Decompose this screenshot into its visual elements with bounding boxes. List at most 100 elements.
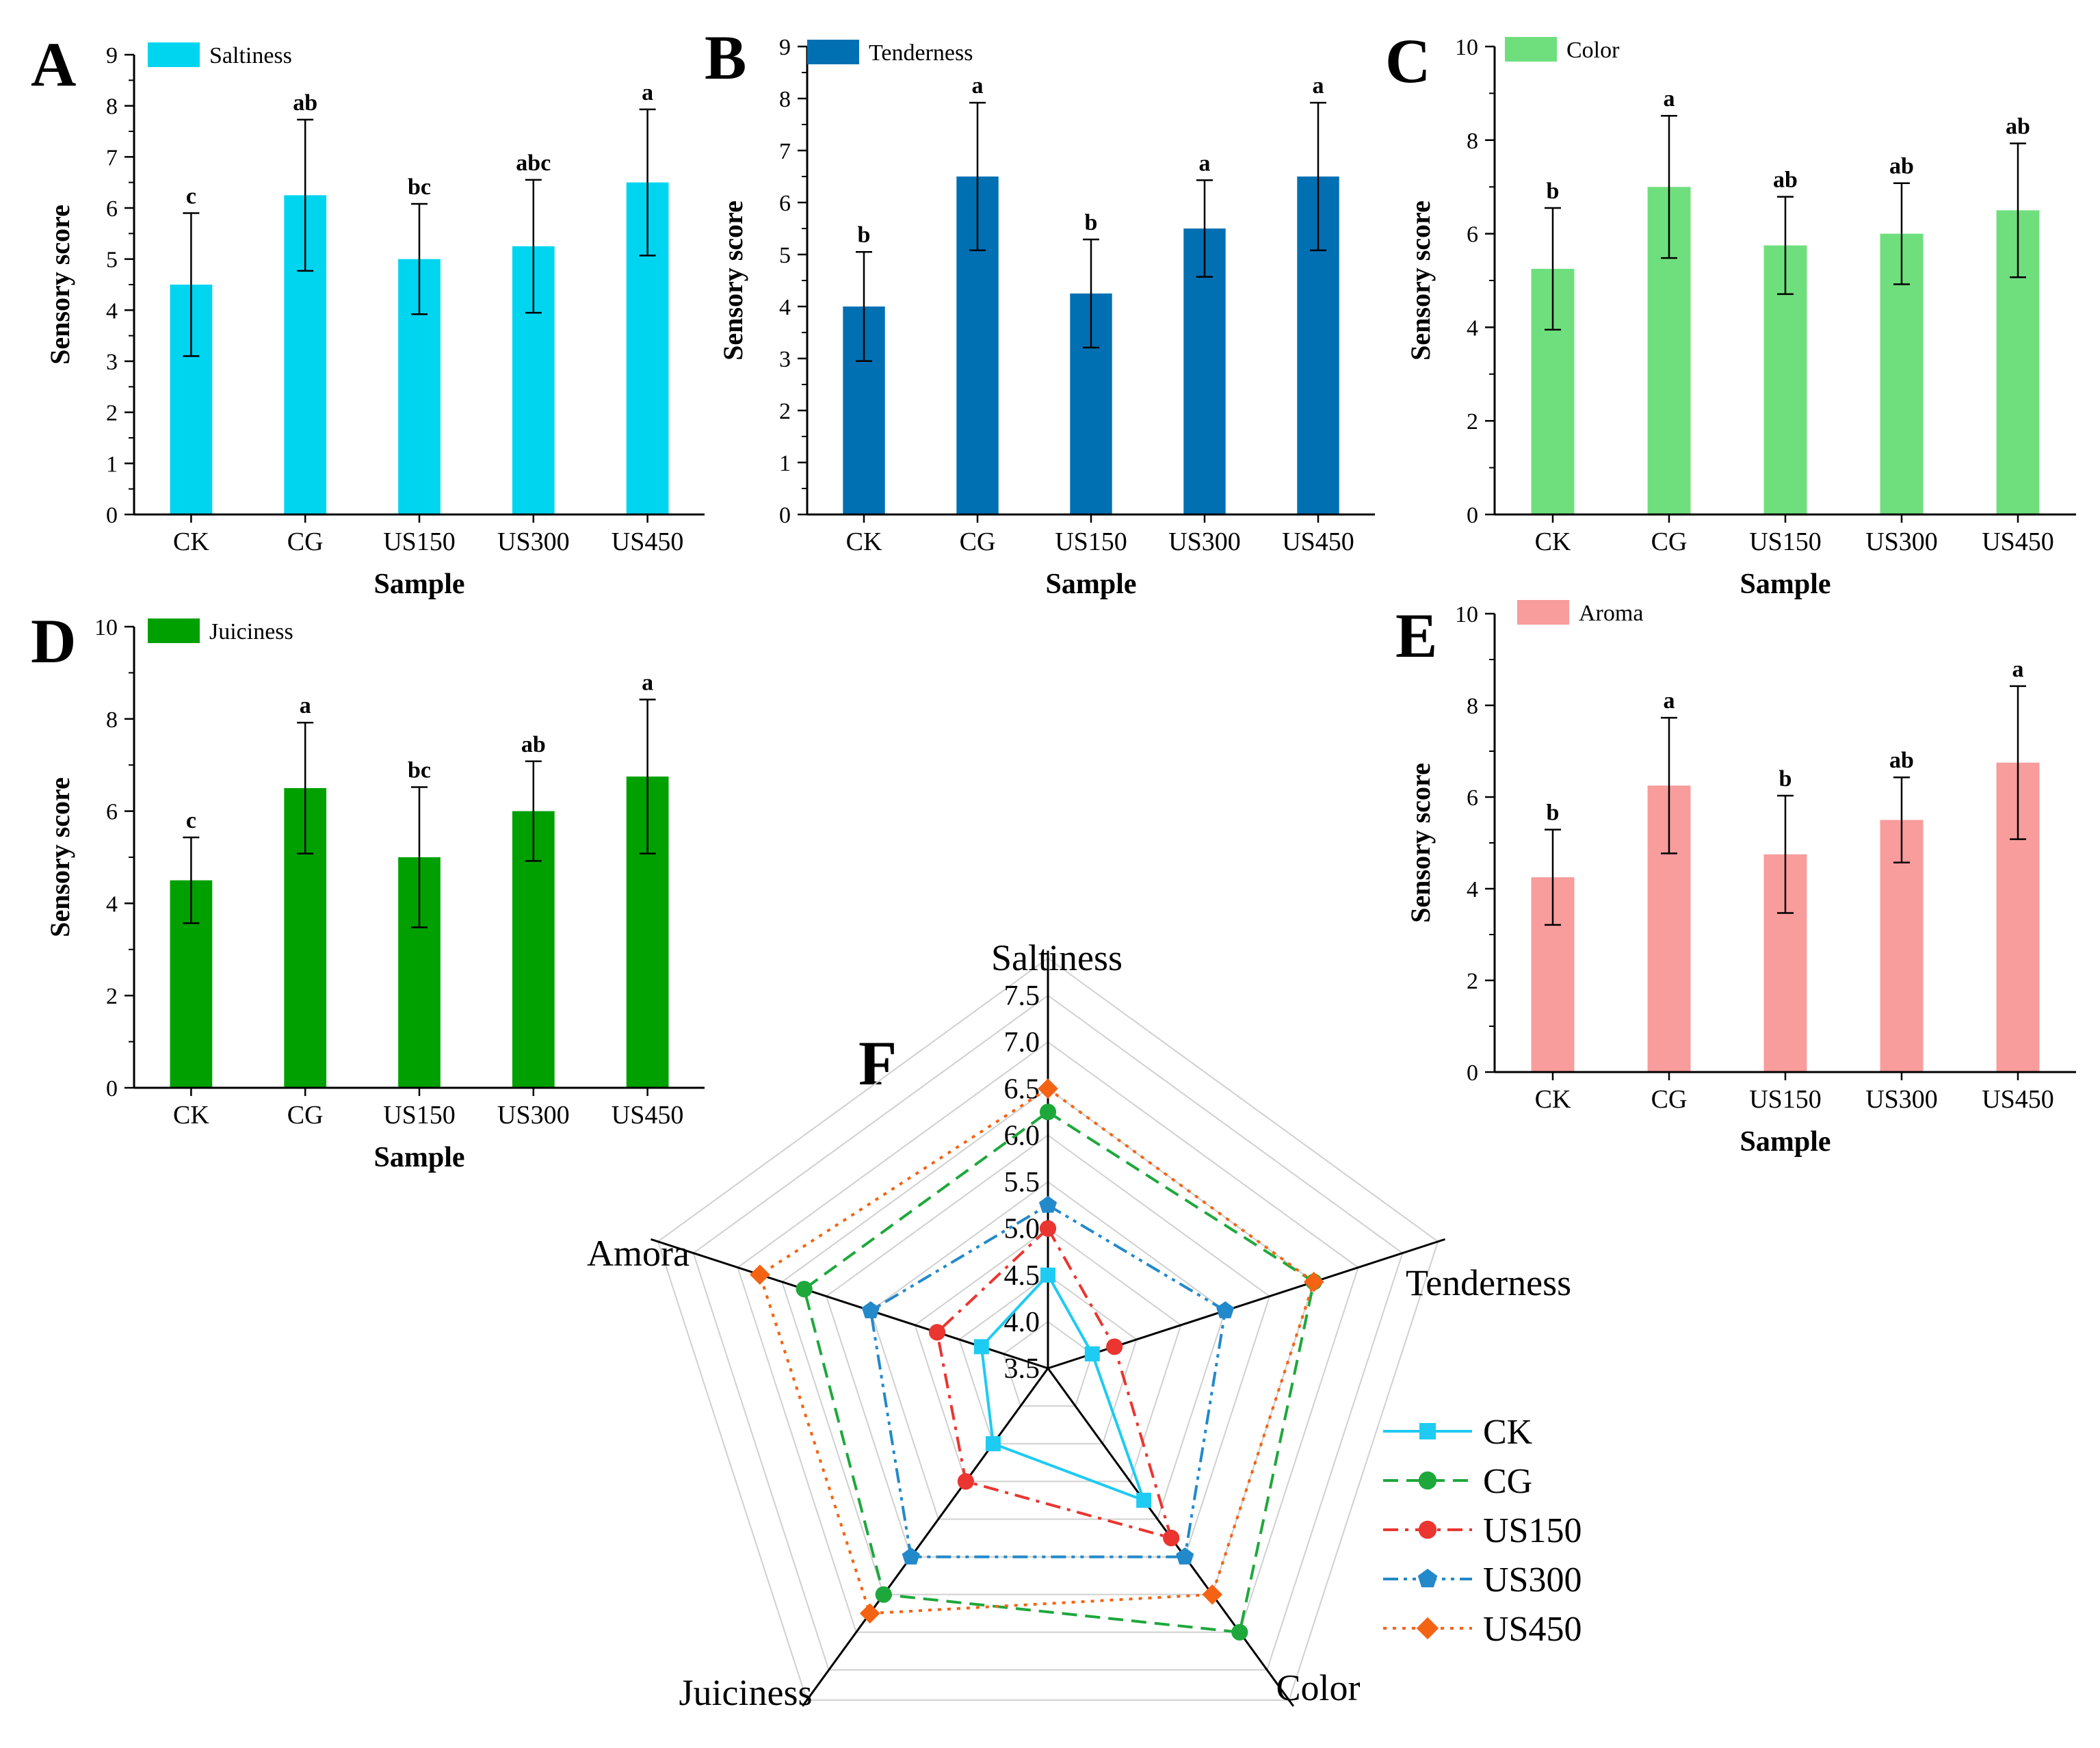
radar-grid-ring — [781, 1088, 1315, 1595]
significance-label: a — [1664, 688, 1675, 714]
significance-label: a — [972, 73, 984, 99]
error-bar — [411, 203, 428, 315]
significance-label: c — [186, 183, 196, 209]
x-tick-label: US150 — [383, 1101, 456, 1130]
legend-swatch — [807, 40, 859, 64]
x-tick-label: CK — [173, 527, 209, 556]
y-tick-label: 4 — [1467, 315, 1478, 341]
x-tick-label: US300 — [1865, 527, 1938, 556]
error-bar — [2010, 685, 2026, 840]
x-tick-label: CG — [1651, 527, 1688, 556]
panel-letter: B — [705, 23, 746, 92]
radar-axis-label: Saltiness — [991, 937, 1123, 978]
y-tick-label: 10 — [94, 615, 118, 640]
data-point — [928, 1324, 946, 1341]
significance-label: a — [1199, 151, 1211, 176]
error-bar — [856, 250, 872, 363]
data-point — [957, 1473, 974, 1490]
radar-axis-label: Tenderness — [1406, 1262, 1571, 1303]
data-point — [875, 1586, 892, 1603]
y-tick-label: 4 — [106, 891, 118, 917]
legend-label: CK — [1483, 1413, 1533, 1452]
y-tick-label: 0 — [106, 503, 118, 528]
y-tick-label: 1 — [779, 451, 791, 476]
legend-swatch — [148, 42, 200, 67]
error-bar — [297, 118, 314, 272]
data-point — [1303, 1271, 1324, 1292]
legend: Juiciness — [148, 618, 293, 644]
bar-chart-panel-d: Dc CK a CG bc US150 ab US300 a US450 0 2 4 6 8 10 Sensor… — [31, 606, 705, 1173]
panel-letter: D — [31, 606, 76, 676]
error-bar — [411, 786, 428, 928]
radar-tick-label: 5.5 — [1004, 1167, 1040, 1199]
x-tick-label: US150 — [1055, 527, 1127, 556]
data-point — [1163, 1529, 1180, 1547]
y-tick-label: 7 — [779, 139, 791, 164]
legend-label: Saltiness — [209, 43, 292, 68]
error-bar — [525, 760, 542, 862]
y-tick-label: 2 — [779, 399, 791, 424]
x-tick-label: CG — [960, 527, 996, 556]
error-bar — [1893, 776, 1910, 864]
y-tick-label: 2 — [106, 401, 118, 426]
error-bar — [1777, 794, 1794, 914]
legend: Tenderness — [807, 40, 973, 66]
x-tick-label: CK — [846, 527, 882, 556]
y-tick-label: 6 — [1467, 785, 1478, 811]
y-tick-label: 4 — [106, 298, 118, 324]
significance-label: a — [1664, 86, 1675, 112]
radar-legend: CK CG US150 US300 US450 — [1383, 1413, 1581, 1649]
y-tick-label: 0 — [106, 1076, 118, 1101]
error-bar — [1893, 182, 1910, 285]
x-axis-title: Sample — [1740, 569, 1830, 600]
significance-label: a — [642, 80, 653, 105]
x-tick-label: CK — [1535, 1085, 1571, 1114]
legend-label: Aroma — [1579, 601, 1643, 626]
radar-axis-label: Juiciness — [679, 1672, 813, 1713]
x-tick-label: US300 — [1168, 527, 1241, 556]
radar-series-us150 — [928, 1220, 1180, 1547]
x-tick-label: US450 — [612, 1101, 684, 1130]
data-point — [796, 1281, 813, 1298]
legend-swatch — [1505, 37, 1557, 62]
radar-grid-ring — [692, 994, 1404, 1671]
y-tick-label: 4 — [779, 295, 791, 320]
x-tick-label: US300 — [1865, 1085, 1938, 1114]
y-tick-label: 2 — [1467, 969, 1478, 994]
legend-label: US300 — [1483, 1561, 1581, 1600]
legend-item: CK — [1383, 1413, 1533, 1452]
significance-label: bc — [408, 758, 431, 783]
significance-label: bc — [408, 174, 431, 200]
data-point — [1418, 1520, 1437, 1539]
y-tick-label: 0 — [779, 503, 791, 528]
error-bar — [639, 108, 656, 257]
error-bar — [1196, 179, 1213, 278]
y-tick-label: 4 — [1467, 877, 1478, 902]
error-bar — [1777, 196, 1794, 296]
y-tick-label: 6 — [106, 800, 118, 825]
x-tick-label: US300 — [497, 527, 570, 556]
error-bar — [639, 699, 656, 855]
y-tick-label: 3 — [779, 347, 791, 372]
legend: Aroma — [1517, 600, 1643, 626]
x-tick-label: US450 — [1282, 527, 1354, 556]
radar-tick-label: 7.5 — [1004, 980, 1040, 1012]
radar-tick-label: 4.0 — [1004, 1307, 1040, 1338]
data-point — [861, 1301, 880, 1318]
data-point — [985, 1436, 1001, 1452]
legend: Saltiness — [148, 42, 292, 68]
bar-chart-panel-e: Eb CK a CG b US150 ab US300 a US450 0 2 4 6 8 10 Sensory… — [1395, 600, 2076, 1158]
y-tick-label: 0 — [1467, 503, 1478, 528]
y-axis-title: Sensory score — [44, 205, 75, 365]
legend-label: US450 — [1483, 1610, 1581, 1649]
significance-label: ab — [1889, 154, 1914, 179]
y-axis-title: Sensory score — [718, 200, 748, 361]
significance-label: a — [642, 670, 653, 695]
significance-label: ab — [1889, 748, 1914, 773]
y-tick-label: 5 — [779, 243, 791, 268]
radar-tick-label: 6.0 — [1004, 1120, 1040, 1151]
radar-grid-ring — [869, 1181, 1226, 1520]
data-point — [1418, 1471, 1437, 1490]
panel-letter: C — [1385, 26, 1430, 96]
